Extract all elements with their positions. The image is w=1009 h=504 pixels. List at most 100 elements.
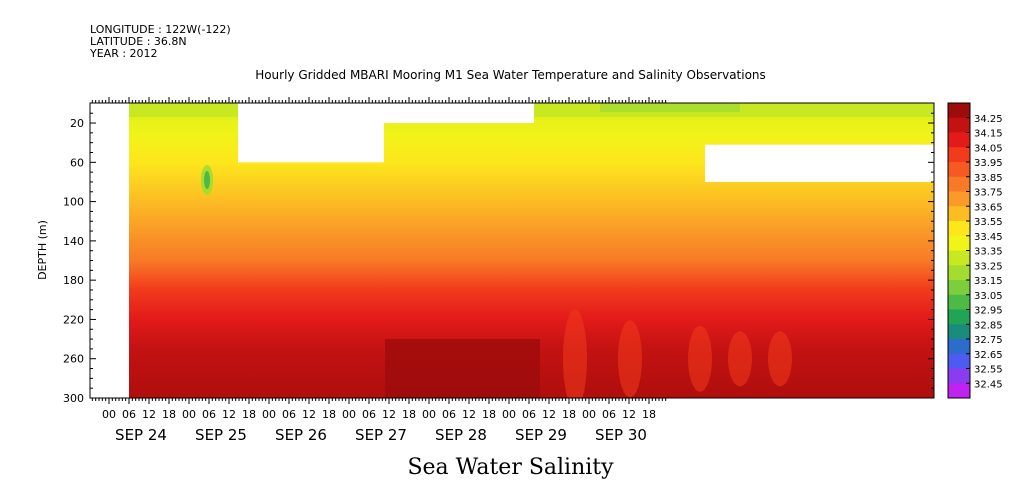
x-tick-label: 18 xyxy=(322,408,336,421)
missing-data-gap xyxy=(384,103,534,124)
colorbar-label: 33.15 xyxy=(974,276,1003,287)
x-tick-label: 12 xyxy=(142,408,156,421)
x-day-label: SEP 24 xyxy=(115,426,167,444)
x-tick-label: 18 xyxy=(482,408,496,421)
y-tick-label: 100 xyxy=(63,196,84,209)
latitude-label: LATITUDE : 36.8N xyxy=(90,35,187,48)
x-tick-label: 18 xyxy=(402,408,416,421)
variable-title: Sea Water Salinity xyxy=(407,455,614,480)
x-tick-label: 18 xyxy=(562,408,576,421)
x-tick-label: 12 xyxy=(542,408,556,421)
colorbar-swatch xyxy=(948,383,970,399)
colorbar-swatch xyxy=(948,162,970,178)
x-tick-label: 00 xyxy=(182,408,196,421)
colorbar-label: 33.95 xyxy=(974,158,1003,169)
colorbar-swatch xyxy=(948,265,970,281)
x-day-label: SEP 26 xyxy=(275,426,327,444)
metadata-block: LONGITUDE : 122W(-122) LATITUDE : 36.8N … xyxy=(90,24,231,60)
colorbar-swatch xyxy=(948,191,970,207)
x-tick-label: 06 xyxy=(602,408,616,421)
colorbar-swatch xyxy=(948,294,970,310)
x-day-label: SEP 30 xyxy=(595,426,647,444)
y-tick-label: 180 xyxy=(63,274,84,287)
colorbar-label: 34.15 xyxy=(974,129,1003,140)
colorbar-label: 34.25 xyxy=(974,114,1003,125)
colorbar-swatch xyxy=(948,206,970,222)
upwelling-plume xyxy=(768,331,792,387)
missing-data-gap xyxy=(238,103,384,163)
x-tick-label: 00 xyxy=(582,408,596,421)
y-tick-label: 20 xyxy=(70,117,84,130)
colorbar-swatch xyxy=(948,309,970,325)
x-tick-label: 18 xyxy=(162,408,176,421)
x-tick-label: 06 xyxy=(362,408,376,421)
x-day-label: SEP 27 xyxy=(355,426,407,444)
colorbar-label: 32.75 xyxy=(974,335,1003,346)
x-tick-label: 00 xyxy=(102,408,116,421)
x-tick-label: 12 xyxy=(622,408,636,421)
colorbar-label: 32.55 xyxy=(974,365,1003,376)
missing-data-gap xyxy=(705,144,934,182)
x-tick-label: 06 xyxy=(202,408,216,421)
y-tick-label: 140 xyxy=(63,235,84,248)
x-tick-label: 00 xyxy=(342,408,356,421)
colorbar-swatch xyxy=(948,103,970,119)
x-tick-label: 12 xyxy=(302,408,316,421)
colorbar-swatch xyxy=(948,147,970,163)
colorbar-swatch xyxy=(948,250,970,266)
y-tick-label: 220 xyxy=(63,313,84,326)
colorbar-label: 33.25 xyxy=(974,261,1003,272)
chart-title: Hourly Gridded MBARI Mooring M1 Sea Wate… xyxy=(255,68,766,82)
x-day-label: SEP 28 xyxy=(435,426,487,444)
colorbar-label: 33.85 xyxy=(974,173,1003,184)
upwelling-plume xyxy=(563,309,587,398)
x-tick-label: 06 xyxy=(282,408,296,421)
colorbar-label: 33.35 xyxy=(974,247,1003,258)
y-axis-label: DEPTH (m) xyxy=(36,220,49,280)
colorbar-label: 32.85 xyxy=(974,320,1003,331)
colorbar-label: 32.45 xyxy=(974,379,1003,390)
x-tick-label: 00 xyxy=(422,408,436,421)
x-tick-label: 12 xyxy=(462,408,476,421)
colorbar-swatch xyxy=(948,176,970,192)
axes: 00 06 12 18 00 06 12 18 00 06 12 18 00 06 12 18 00 06 12 18… xyxy=(36,97,935,444)
colorbar-swatch xyxy=(948,132,970,148)
colorbar-label: 33.65 xyxy=(974,202,1003,213)
x-day-label: SEP 29 xyxy=(515,426,567,444)
colorbar-label: 34.05 xyxy=(974,143,1003,154)
y-tick-label: 260 xyxy=(63,353,84,366)
colorbar-swatch xyxy=(948,235,970,251)
colorbar-swatch xyxy=(948,221,970,237)
upwelling-plume xyxy=(618,320,642,398)
y-tick-label: 300 xyxy=(63,392,84,405)
surface-fresh-patch xyxy=(600,103,740,112)
colorbar-swatch xyxy=(948,368,970,384)
x-tick-label: 12 xyxy=(222,408,236,421)
x-tick-label: 18 xyxy=(642,408,656,421)
chart-title-wrap: Hourly Gridded MBARI Mooring M1 Sea Wate… xyxy=(0,68,1009,82)
longitude-label: LONGITUDE : 122W(-122) xyxy=(90,23,231,36)
low-salinity-core xyxy=(204,170,210,189)
deep-max-patch xyxy=(385,339,540,398)
x-tick-label: 00 xyxy=(262,408,276,421)
x-tick-label: 06 xyxy=(122,408,136,421)
colorbar-swatch xyxy=(948,324,970,340)
colorbar-label: 33.55 xyxy=(974,217,1003,228)
colorbar: 34.25 34.15 34.05 33.95 33.85 33.75 33.65 33.55… xyxy=(947,102,1003,399)
year-label: YEAR : 2012 xyxy=(90,47,158,60)
variable-title-wrap: Sea Water Salinity xyxy=(0,455,1009,480)
colorbar-label: 32.95 xyxy=(974,306,1003,317)
colorbar-label: 32.65 xyxy=(974,350,1003,361)
y-tick-label: 60 xyxy=(70,156,84,169)
colorbar-swatch xyxy=(948,117,970,133)
colorbar-label: 33.75 xyxy=(974,188,1003,199)
upwelling-plume xyxy=(688,325,712,392)
x-tick-label: 18 xyxy=(242,408,256,421)
plot-area xyxy=(90,103,934,398)
colorbar-label: 33.05 xyxy=(974,291,1003,302)
x-tick-label: 06 xyxy=(442,408,456,421)
colorbar-swatch xyxy=(948,280,970,296)
x-day-label: SEP 25 xyxy=(195,426,247,444)
x-tick-label: 12 xyxy=(382,408,396,421)
